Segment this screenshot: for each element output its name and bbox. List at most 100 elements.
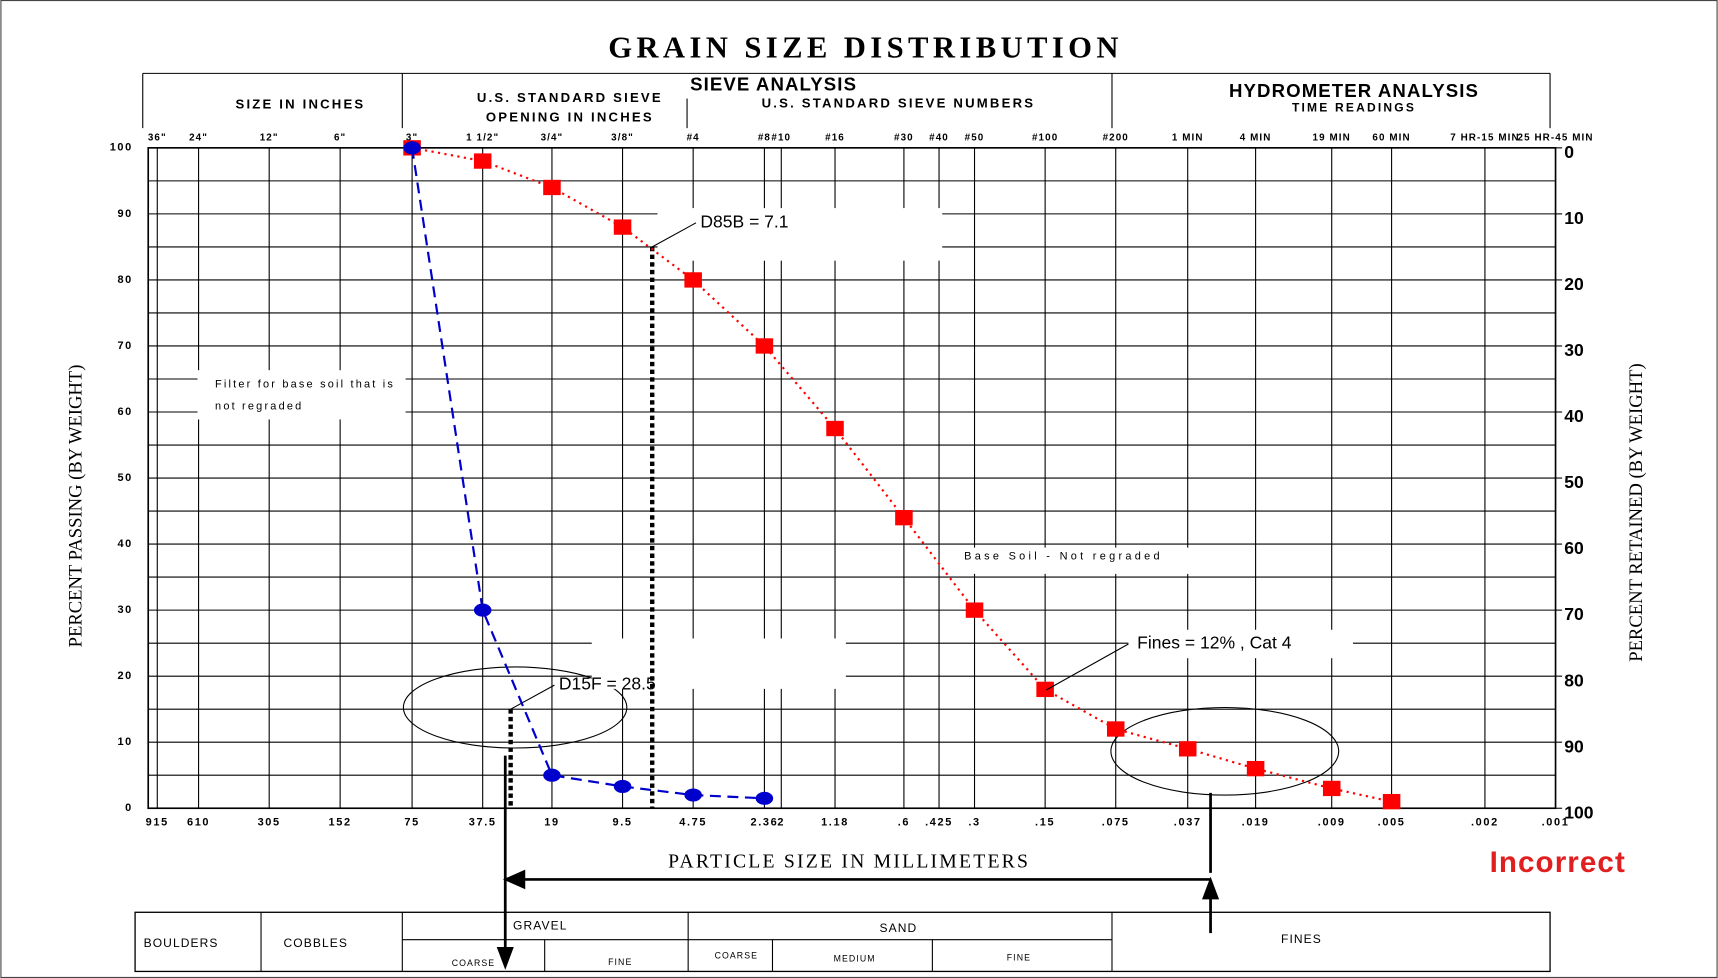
x-tick-label: .019: [1242, 816, 1270, 828]
header-wrap: U.S. STANDARD SIEVE NUMBERS: [761, 95, 1036, 111]
y2-tick-label: 10: [1564, 208, 1584, 228]
series-label-wrap: Filter for base soil that is not regrade…: [215, 379, 393, 413]
series-label-wrap: Base Soil - Not regraded: [964, 551, 1160, 563]
x-tick-label: .005: [1378, 816, 1406, 828]
top-tick-label: 3": [406, 133, 418, 144]
data-point: [895, 510, 913, 526]
arrow-head: [502, 869, 526, 890]
data-point: [473, 603, 492, 617]
chart-title: GRAIN SIZE DISTRIBUTION: [608, 30, 1123, 64]
y-tick-label: 40: [117, 538, 132, 550]
data-point: [1106, 721, 1125, 737]
class-label: GRAVEL: [513, 919, 568, 933]
data-point: [755, 791, 774, 805]
leader-line: [651, 222, 697, 248]
header-label: U.S. STANDARD SIEVE NUMBERS: [761, 95, 1036, 111]
top-tick-label: #4: [687, 133, 700, 144]
x-tick-label: 75: [404, 816, 419, 828]
x-tick-label: .001: [1542, 816, 1570, 828]
x-tick-label: .3: [968, 816, 980, 828]
y2-tick-label: 60: [1564, 538, 1584, 558]
leader-line: [1046, 643, 1129, 691]
top-tick-label: 24": [189, 133, 208, 144]
top-tick-label: 12": [260, 133, 279, 144]
x-tick-label: 152: [329, 816, 352, 828]
x-tick-label: 9.5: [612, 816, 632, 828]
y2-tick-label: 0: [1564, 142, 1574, 162]
class-label: FINE: [1007, 953, 1031, 963]
y2-tick-label: 70: [1564, 604, 1584, 624]
y-tick-label: 100: [110, 142, 133, 154]
data-point: [403, 141, 421, 155]
x-tick-label: .15: [1035, 816, 1055, 828]
top-tick-label: 36": [148, 133, 167, 144]
data-point: [1246, 760, 1265, 777]
range-arrow: [496, 755, 1220, 970]
y-tick-label: 80: [117, 274, 132, 286]
top-tick-label: 3/4": [541, 133, 564, 144]
arrow-head: [496, 947, 514, 970]
top-tick-label: 25 HR-45 MIN: [1518, 133, 1594, 144]
top-tick-label: 4 MIN: [1240, 133, 1272, 144]
series-line: [410, 147, 765, 800]
data-point: [684, 272, 702, 288]
class-label: FINE: [608, 957, 632, 967]
x-tick-label: .075: [1102, 816, 1130, 828]
y-axis-label: PERCENT PASSING (BY WEIGHT): [65, 365, 86, 648]
top-tick-label: 3/8": [611, 133, 634, 144]
data-point: [1036, 681, 1054, 698]
x-tick-label: 915: [146, 816, 169, 828]
top-tick-label: #30: [894, 133, 914, 144]
annotation-bg: [657, 208, 943, 261]
y2-tick-label: 50: [1564, 472, 1584, 492]
top-tick-label: #10: [771, 133, 791, 144]
data-point: [613, 219, 632, 235]
highlight-ellipse: [402, 666, 628, 749]
x-tick-label: 37.5: [469, 816, 497, 828]
arrow-head: [1202, 876, 1220, 900]
table-border: [134, 911, 1551, 973]
data-point: [543, 179, 561, 196]
x-tick-label: 2: [777, 816, 785, 828]
annotation-bg: [953, 547, 1206, 574]
x-tick-label: 2.36: [750, 816, 778, 828]
class-label: SAND: [880, 921, 918, 935]
class-label: BOULDERS: [144, 936, 219, 950]
header-label: U.S. STANDARD SIEVE OPENING IN INCHES: [476, 89, 663, 125]
class-label: COARSE: [452, 958, 496, 968]
x-axis-label: PARTICLE SIZE IN MILLIMETERS: [668, 851, 1030, 873]
x-tick-label: .6: [898, 816, 910, 828]
header-label: TIME READINGS: [1292, 101, 1416, 115]
data-point: [826, 420, 844, 437]
top-tick-label: 1 MIN: [1172, 133, 1204, 144]
data-point: [1322, 780, 1341, 797]
y-tick-label: 0: [125, 802, 133, 814]
reference-label: D85B = 7.1: [700, 211, 788, 231]
x-tick-label: 610: [187, 816, 210, 828]
header-wrap: U.S. STANDARD SIEVE OPENING IN INCHES: [476, 89, 663, 125]
class-label: COARSE: [715, 950, 759, 960]
annotation-bg: [1128, 629, 1353, 659]
y2-tick-label: 100: [1564, 802, 1593, 822]
top-tick-label: 1 1/2": [466, 133, 499, 144]
top-tick-label: #16: [825, 133, 845, 144]
plot-border: [147, 147, 1557, 810]
y-tick-label: 30: [117, 604, 132, 616]
header-label: SIZE IN INCHES: [236, 97, 366, 112]
data-point: [1178, 741, 1197, 757]
verdict: Incorrect: [1490, 846, 1626, 879]
x-tick-label: .037: [1174, 816, 1202, 828]
top-tick-label: #40: [929, 133, 949, 144]
data-point: [543, 768, 561, 782]
top-tick-label: 7 HR-15 MIN: [1450, 133, 1519, 144]
classification-table: [134, 911, 1551, 973]
y-tick-label: 70: [117, 340, 132, 352]
header-label: HYDROMETER ANALYSIS: [1229, 80, 1479, 101]
x-tick-label: 305: [258, 816, 281, 828]
top-tick-label: #100: [1032, 133, 1058, 144]
header-boxes: [142, 72, 1551, 129]
y-tick-label: 50: [117, 472, 132, 484]
data-point: [1382, 793, 1401, 810]
